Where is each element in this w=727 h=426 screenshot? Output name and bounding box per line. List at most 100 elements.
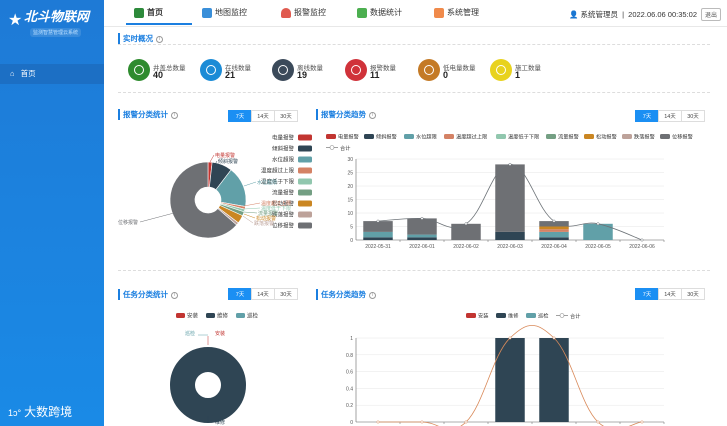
bell-icon	[281, 7, 291, 18]
callout-line	[243, 202, 261, 207]
bar-segment	[407, 234, 437, 238]
info-icon[interactable]: i	[369, 111, 376, 119]
period-14d[interactable]: 14天	[658, 110, 682, 122]
legend-swatch	[298, 178, 312, 185]
legend-swatch	[496, 134, 506, 139]
section-title-text: 任务分类趋势	[321, 290, 366, 299]
y-tick-label: 30	[347, 157, 353, 163]
y-tick-label: 0	[350, 238, 353, 244]
legend-swatch	[404, 134, 414, 139]
legend-swatch	[298, 222, 312, 229]
logo-subtitle: 监测智慧管理云系统	[30, 28, 82, 37]
legend-label: 温度超过上限	[456, 133, 487, 141]
stat-value: 19	[297, 70, 308, 80]
period-30d[interactable]: 30天	[681, 288, 705, 300]
legend-label: 松动报警	[596, 133, 617, 141]
y-tick-label: 25	[347, 171, 353, 177]
bar-segment	[363, 221, 393, 232]
legend-label: 合计	[570, 312, 580, 320]
tab-map-monitor[interactable]: 地图监控	[202, 5, 247, 21]
y-tick-label: 20	[347, 184, 353, 190]
task-trend-period: 7天 14天 30天	[635, 288, 705, 300]
legend-swatch	[622, 134, 632, 139]
legend-label: 温度低于下限	[508, 133, 539, 141]
home-icon	[134, 7, 144, 18]
period-7d[interactable]: 7天	[635, 110, 659, 122]
bar-segment	[451, 223, 481, 240]
info-icon[interactable]: i	[171, 111, 178, 119]
total-point	[640, 238, 644, 242]
bar-segment	[539, 231, 569, 238]
tab-data-stats[interactable]: 数据统计	[357, 5, 402, 21]
legend-swatch	[660, 134, 670, 139]
period-30d[interactable]: 30天	[274, 288, 298, 300]
period-30d[interactable]: 30天	[681, 110, 705, 122]
legend-label: 温度超过上限	[261, 167, 295, 175]
y-tick-label: 10	[347, 211, 353, 217]
task-category-title: 任务分类统计 i	[118, 289, 178, 300]
legend-swatch	[466, 313, 476, 318]
y-tick-label: 0.6	[346, 370, 353, 376]
period-7d[interactable]: 7天	[228, 110, 252, 122]
tab-alarm-monitor[interactable]: 报警监控	[281, 5, 326, 21]
legend-swatch	[298, 145, 312, 152]
period-14d[interactable]: 14天	[658, 288, 682, 300]
legend-swatch	[584, 134, 594, 139]
legend-label: 跌落报警	[634, 133, 655, 141]
period-7d[interactable]: 7天	[635, 288, 659, 300]
divider	[118, 270, 710, 271]
stat-label: 施工数量	[515, 65, 541, 72]
callout-line	[209, 154, 215, 163]
period-30d[interactable]: 30天	[274, 110, 298, 122]
period-14d[interactable]: 14天	[251, 288, 275, 300]
legend-swatch	[526, 313, 536, 318]
tab-label: 数据统计	[370, 8, 402, 17]
bar-segment	[407, 237, 437, 240]
y-tick-label: 0	[350, 420, 353, 426]
legend-swatch	[298, 211, 312, 218]
callout-line	[243, 181, 257, 187]
total-point	[552, 219, 556, 223]
legend-swatch	[298, 156, 312, 163]
tab-system-admin[interactable]: 系统管理	[434, 5, 479, 21]
callout-label: 流量报警	[258, 210, 278, 217]
x-tick-label: 2022-06-05	[585, 244, 611, 250]
total-point	[420, 216, 424, 220]
callout-label: 维修	[215, 419, 225, 426]
period-7d[interactable]: 7天	[228, 288, 252, 300]
legend-swatch	[298, 134, 312, 141]
exit-button[interactable]: 退出	[700, 8, 721, 21]
info-icon[interactable]: i	[171, 291, 178, 299]
info-icon[interactable]: i	[156, 35, 163, 43]
callout-label: 位移报警	[118, 219, 138, 226]
legend-swatch	[236, 313, 245, 318]
info-icon[interactable]: i	[369, 291, 376, 299]
legend-label: 巡检	[538, 312, 548, 320]
callout-label: 温度超过上限	[261, 200, 291, 207]
period-14d[interactable]: 14天	[251, 110, 275, 122]
legend-label: 跌落报警	[272, 211, 295, 219]
legend-swatch	[326, 134, 336, 139]
tab-label: 地图监控	[215, 8, 247, 17]
total-point	[464, 420, 468, 424]
legend-swatch	[298, 167, 312, 174]
legend-label: 合计	[340, 144, 350, 152]
stat-icon	[345, 59, 367, 81]
legend-marker	[559, 313, 565, 318]
divider	[118, 44, 710, 45]
sidebar-item-home[interactable]: ⌂ 首页	[0, 64, 104, 84]
legend-label: 水位超限	[272, 156, 295, 164]
bar-segment	[495, 164, 525, 232]
y-tick-label: 5	[350, 225, 353, 231]
legend-label: 流量报警	[558, 133, 579, 141]
stat-value: 11	[370, 70, 380, 80]
bar-segment	[539, 221, 569, 227]
section-title-text: 报警分类统计	[123, 110, 168, 119]
tab-home[interactable]: 首页	[134, 5, 163, 21]
pie-slice	[170, 347, 246, 423]
alarm-trend-title: 报警分类趋势 i	[316, 109, 376, 120]
alarm-trend-period: 7天 14天 30天	[635, 110, 705, 122]
total-point	[376, 420, 380, 424]
y-tick-label: 0.8	[346, 353, 353, 359]
callout-line	[243, 213, 256, 219]
